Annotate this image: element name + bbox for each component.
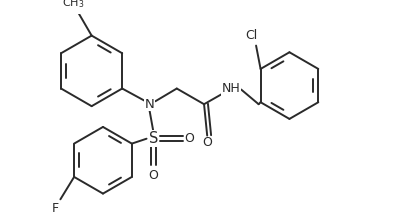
Text: O: O [202,136,212,149]
Text: Cl: Cl [245,29,257,42]
Text: S: S [149,131,158,146]
Text: F: F [52,202,59,213]
Text: CH$_3$: CH$_3$ [62,0,84,10]
Text: O: O [149,169,158,182]
Text: NH: NH [222,82,241,95]
Text: N: N [145,98,154,111]
Text: O: O [184,132,194,145]
